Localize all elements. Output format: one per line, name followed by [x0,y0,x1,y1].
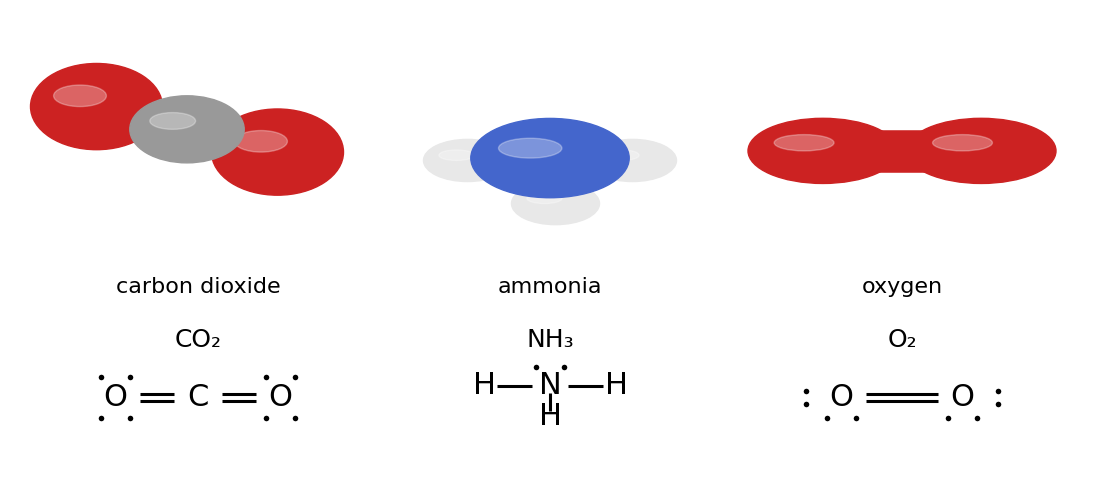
Ellipse shape [211,109,343,195]
Text: H: H [473,371,495,400]
Text: C: C [187,383,209,412]
Ellipse shape [150,113,196,129]
Text: O: O [103,383,128,412]
Ellipse shape [604,150,639,160]
Text: O: O [268,383,293,412]
Text: O₂: O₂ [888,328,916,352]
Ellipse shape [54,85,107,107]
Text: N: N [539,371,561,400]
Text: H: H [539,402,561,431]
Ellipse shape [527,193,562,204]
Text: CO₂: CO₂ [175,328,221,352]
Ellipse shape [906,118,1056,183]
Ellipse shape [748,118,898,183]
Ellipse shape [234,131,287,152]
Ellipse shape [31,64,163,150]
Text: ammonia: ammonia [497,277,603,297]
Ellipse shape [588,139,676,182]
Ellipse shape [439,150,474,160]
Ellipse shape [424,139,512,182]
Ellipse shape [130,96,244,163]
Ellipse shape [933,135,992,151]
Text: NH₃: NH₃ [526,328,574,352]
Text: O: O [950,383,975,412]
Ellipse shape [471,118,629,198]
Text: O: O [829,383,854,412]
Ellipse shape [512,182,600,225]
Ellipse shape [774,135,834,151]
Text: carbon dioxide: carbon dioxide [116,277,280,297]
Text: H: H [605,371,627,400]
Ellipse shape [498,138,562,158]
Text: oxygen: oxygen [861,277,943,297]
